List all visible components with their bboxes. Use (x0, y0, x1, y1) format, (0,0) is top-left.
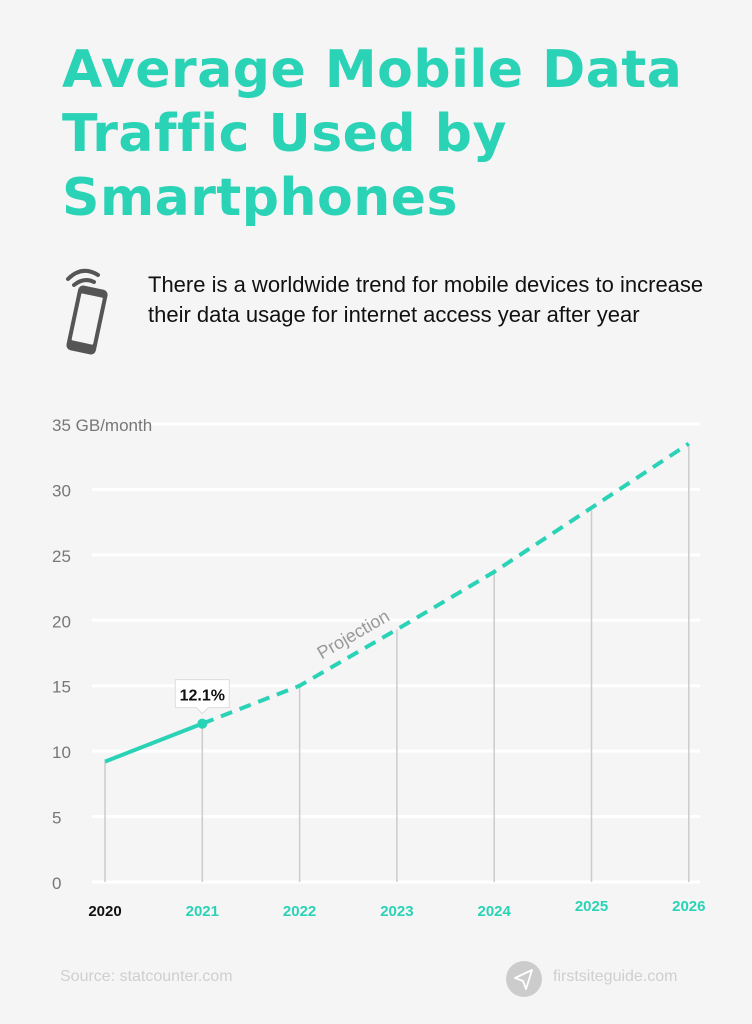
paper-plane-icon (506, 961, 542, 997)
data-point (197, 718, 208, 729)
x-tick-label: 2021 (186, 903, 219, 920)
subtitle: There is a worldwide trend for mobile de… (148, 272, 704, 327)
x-tick-label: 2026 (672, 898, 705, 915)
y-tick-label: 20 (52, 612, 71, 631)
x-tick-label: 2024 (478, 903, 512, 920)
y-tick-label: 30 (52, 481, 71, 500)
y-tick-label: 25 (52, 547, 71, 566)
x-tick-label: 2023 (380, 903, 413, 920)
page-title: Average Mobile Data Traffic Used by Smar… (62, 40, 683, 228)
y-tick-label: 15 (52, 678, 71, 697)
projection-line (201, 441, 690, 726)
y-tick-label: 10 (52, 743, 71, 762)
x-tick-label: 2020 (88, 903, 121, 920)
annotation-box (174, 679, 230, 715)
y-tick-label: 0 (52, 874, 61, 893)
actual-line (104, 721, 204, 764)
x-tick-label: 2022 (283, 903, 316, 920)
x-tick-label: 2025 (575, 898, 608, 915)
source-text: Source: statcounter.com (60, 968, 233, 985)
y-tick-label: 5 (52, 809, 61, 828)
annotation-label: 12.1% (180, 688, 225, 705)
y-tick-label: 35 GB/month (52, 416, 152, 435)
brand-text: firstsiteguide.com (553, 968, 678, 985)
smartphone-wifi-icon (66, 268, 108, 355)
